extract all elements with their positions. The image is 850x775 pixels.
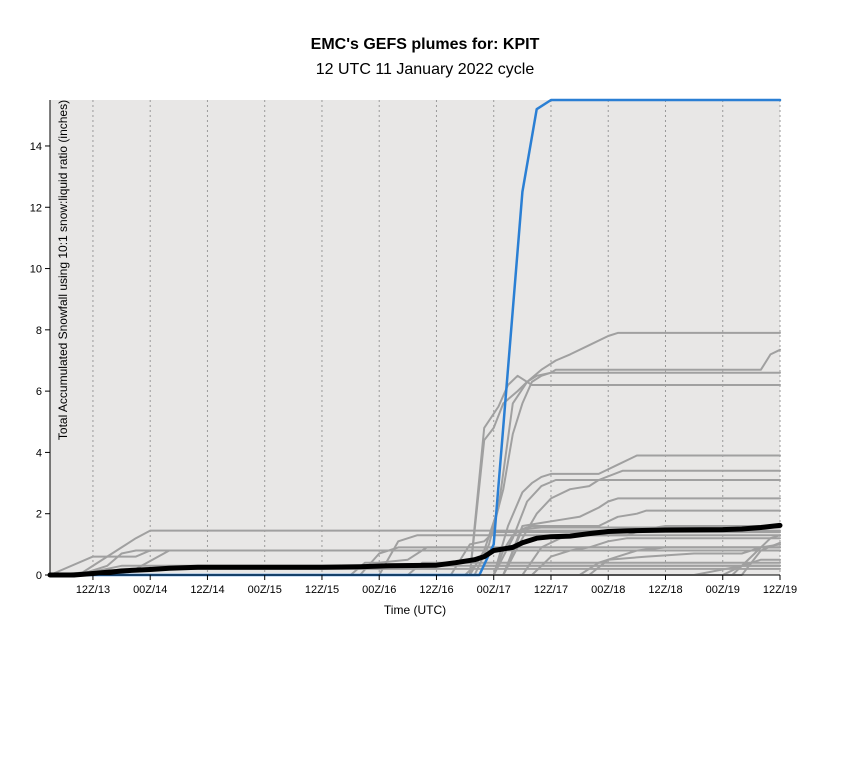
- x-tick-label: 12Z/19: [763, 584, 797, 596]
- x-axis-label: Time (UTC): [384, 603, 446, 617]
- x-tick-label: 12Z/18: [648, 584, 682, 596]
- y-tick-label: 8: [36, 325, 42, 337]
- axes: 12Z/13 00Z/14 12Z/14 00Z/15 12Z/15 00Z/16 12Z/…: [30, 100, 797, 596]
- chart-subtitle: 12 UTC 11 January 2022 cycle: [315, 61, 535, 78]
- x-tick-label: 00Z/14: [133, 584, 167, 596]
- x-tick-label: 00Z/19: [706, 584, 740, 596]
- x-tick-label: 00Z/16: [362, 584, 396, 596]
- x-tick-label: 12Z/14: [190, 584, 224, 596]
- y-axis-label: Total Accumulated Snowfall using 10:1 sn…: [56, 100, 70, 440]
- member-series-line: [49, 331, 781, 576]
- y-tick-label: 14: [30, 141, 42, 153]
- grid-lines: [92, 100, 781, 575]
- x-tick-label: 12Z/13: [76, 584, 110, 596]
- y-tick-label: 2: [36, 509, 42, 521]
- x-tick-label: 00Z/15: [248, 584, 282, 596]
- member-series-line: [49, 509, 781, 576]
- y-tick-label: 0: [36, 570, 42, 582]
- x-tick-label: 00Z/18: [591, 584, 625, 596]
- x-tick-label: 12Z/16: [419, 584, 453, 596]
- y-tick-label: 10: [30, 264, 42, 276]
- y-tick-label: 6: [36, 386, 42, 398]
- chart-title: EMC's GEFS plumes for: KPIT: [310, 36, 540, 53]
- plot-background: [50, 100, 780, 575]
- member-series-line: [49, 537, 781, 576]
- x-tick-label: 12Z/17: [534, 584, 568, 596]
- member-series-line: [49, 454, 781, 576]
- member-series-line: [49, 469, 781, 576]
- y-tick-label: 12: [30, 202, 42, 214]
- y-tick-label: 4: [36, 447, 42, 459]
- x-tick-label: 12Z/15: [305, 584, 339, 596]
- member-series-line: [49, 348, 781, 576]
- member-series-line: [49, 543, 781, 576]
- x-tick-label: 00Z/17: [477, 584, 511, 596]
- mean-series-line: [47, 522, 783, 578]
